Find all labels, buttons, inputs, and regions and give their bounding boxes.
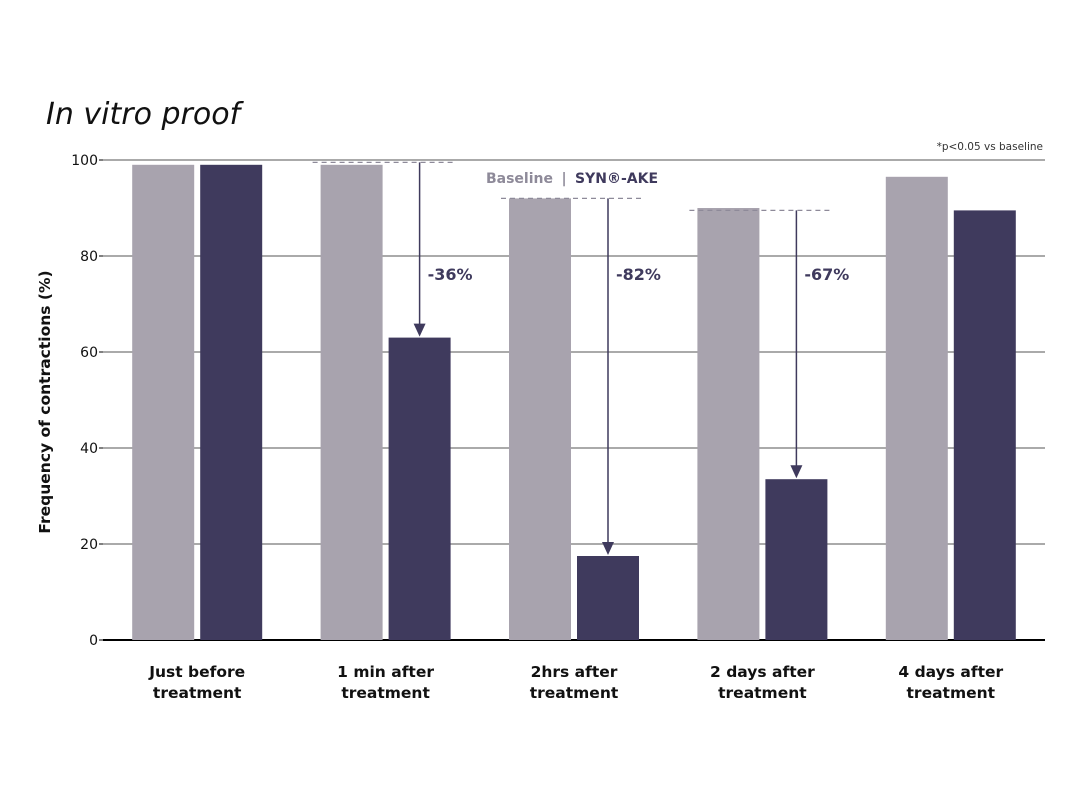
x-tick-label: 2hrs after treatment bbox=[530, 663, 619, 702]
arrow-head bbox=[790, 465, 803, 479]
arrow-head bbox=[602, 542, 614, 555]
y-tick-label: 0 bbox=[89, 633, 98, 649]
bar-syn-ake bbox=[765, 479, 828, 640]
x-tick-label: 2 days after treatment bbox=[710, 663, 815, 702]
x-tick-label: 4 days after treatment bbox=[898, 663, 1003, 702]
y-tick-label: 60 bbox=[80, 345, 98, 361]
bar-syn-ake bbox=[200, 164, 263, 641]
y-tick-labels: 0 20 40 60 80 100 bbox=[71, 153, 103, 649]
y-axis-label: Frequency of contractions (%) bbox=[36, 270, 54, 533]
x-tick-label: Just before treatment bbox=[148, 663, 245, 702]
significance-note: *p<0.05 vs baseline bbox=[937, 141, 1043, 153]
chart-title: In vitro proof bbox=[46, 97, 245, 132]
bar-baseline bbox=[132, 164, 195, 641]
reduction-label: -36% bbox=[428, 265, 473, 284]
bar-baseline bbox=[320, 164, 383, 641]
x-tick-label: 1 min after treatment bbox=[337, 663, 434, 702]
annotations: -36% -82% -67% bbox=[312, 161, 849, 555]
reduction-label: -82% bbox=[616, 265, 661, 284]
legend: Baseline | SYN®-AKE bbox=[486, 171, 658, 187]
bar-syn-ake bbox=[577, 556, 639, 640]
bar-baseline bbox=[509, 198, 571, 640]
legend-product: SYN®-AKE bbox=[575, 171, 658, 187]
y-tick-label: 100 bbox=[71, 153, 98, 169]
x-tick-labels: Just before treatment 1 min after treatment… bbox=[148, 663, 1003, 702]
bars bbox=[132, 164, 1016, 641]
bar-syn-ake bbox=[953, 210, 1016, 640]
y-tick-label: 20 bbox=[80, 537, 98, 553]
bar-syn-ake bbox=[388, 337, 451, 640]
bar-baseline bbox=[885, 176, 948, 641]
legend-baseline: Baseline bbox=[486, 171, 553, 187]
legend-separator: | bbox=[561, 171, 566, 187]
bar-baseline bbox=[697, 208, 760, 640]
arrow-head bbox=[413, 323, 426, 337]
reduction-label: -67% bbox=[804, 265, 849, 284]
y-tick-label: 40 bbox=[80, 441, 98, 457]
y-tick-label: 80 bbox=[80, 249, 98, 265]
